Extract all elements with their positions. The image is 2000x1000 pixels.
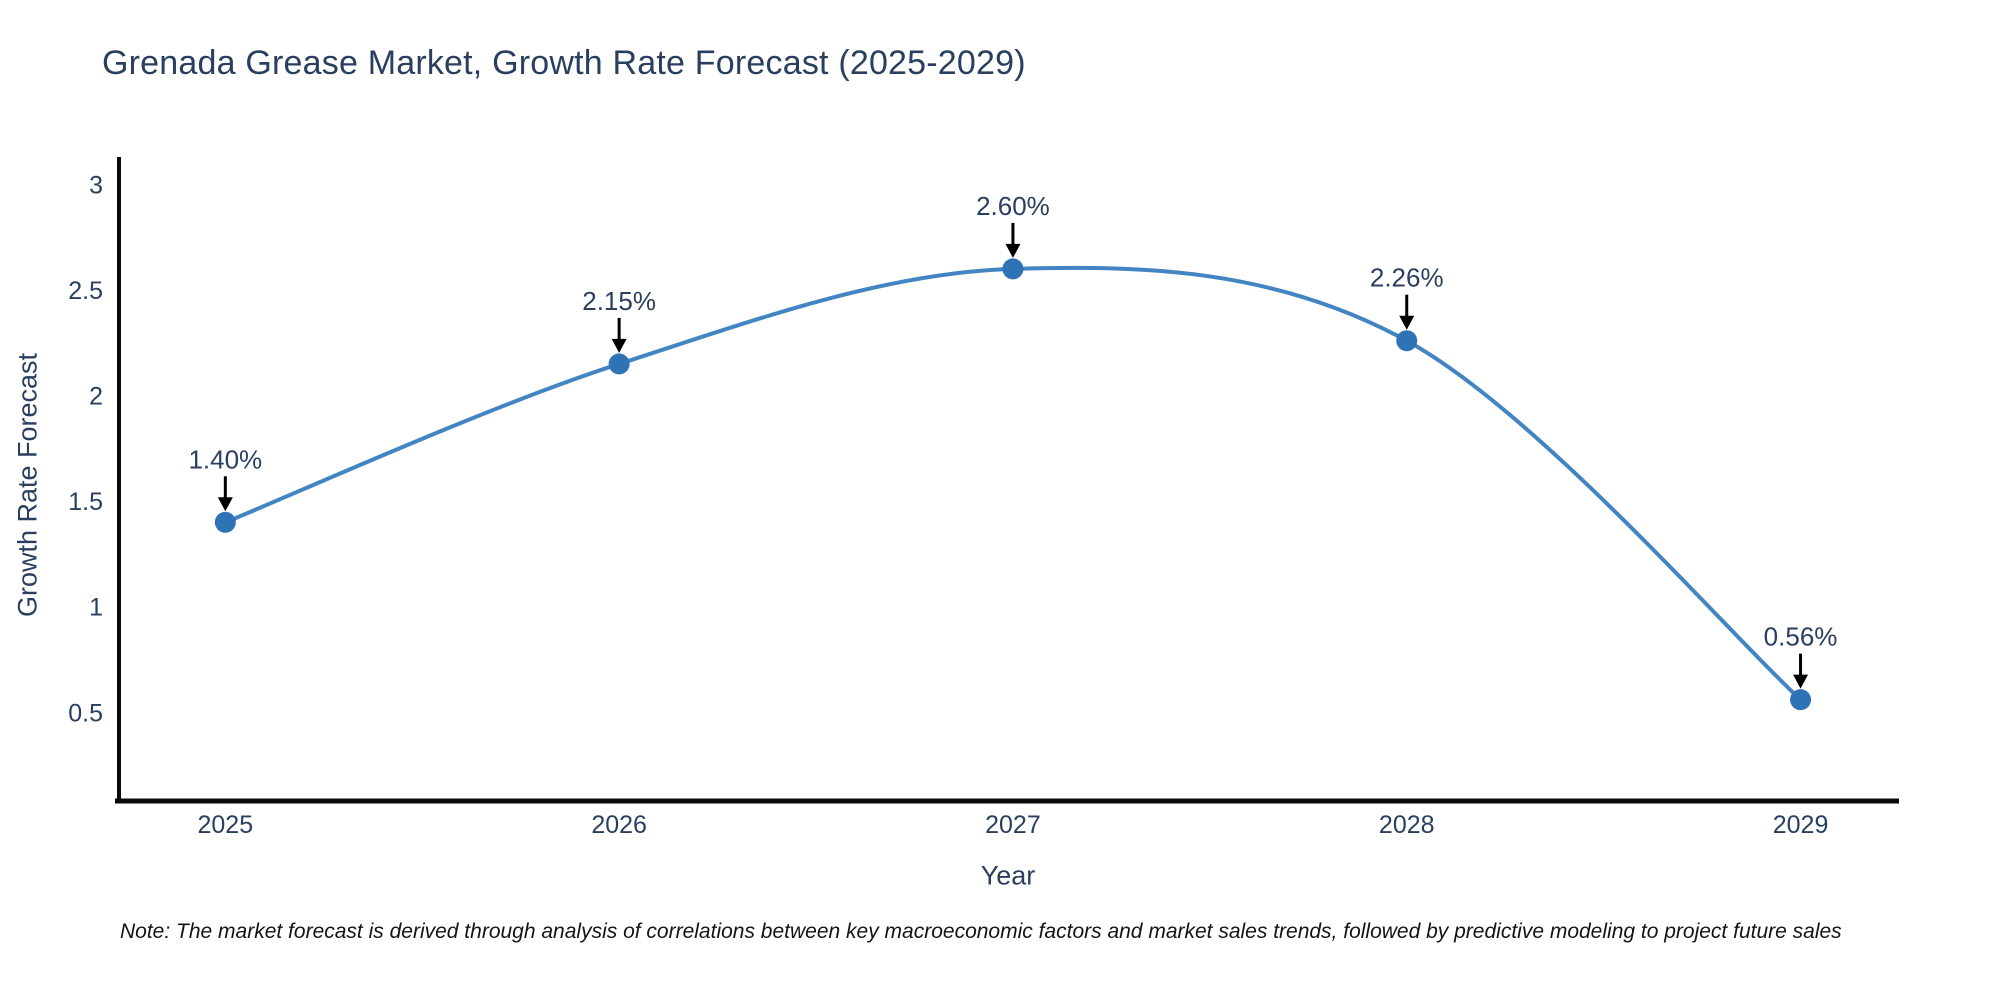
chart-title: Grenada Grease Market, Growth Rate Forec… [102, 44, 1026, 82]
point-label: 2.60% [976, 191, 1050, 221]
x-tick-label: 2027 [985, 811, 1041, 839]
x-tick-label: 2029 [1773, 811, 1829, 839]
annotation-arrowhead [611, 338, 627, 353]
data-point [608, 353, 630, 375]
annotation-arrowhead [217, 497, 233, 512]
y-tick-label: 1 [89, 594, 103, 622]
point-label: 1.40% [188, 444, 262, 474]
data-point [1790, 689, 1812, 711]
point-label: 2.15% [582, 286, 656, 316]
y-tick-label: 1.5 [68, 488, 103, 516]
data-point [1002, 258, 1024, 280]
data-point [1396, 330, 1418, 352]
y-tick-label: 0.5 [68, 699, 103, 727]
x-tick-label: 2025 [198, 811, 254, 839]
annotation-arrowhead [1005, 243, 1021, 258]
point-label: 0.56% [1764, 622, 1838, 652]
y-tick-label: 3 [89, 171, 103, 199]
trend-line [223, 265, 1803, 702]
y-tick-label: 2 [89, 383, 103, 411]
point-label: 2.26% [1370, 263, 1444, 293]
x-tick-label: 2026 [591, 811, 647, 839]
data-point [214, 511, 236, 533]
y-tick-label: 2.5 [68, 277, 103, 305]
annotation-arrowhead [1793, 674, 1809, 689]
x-axis-title: Year [980, 860, 1036, 891]
y-axis-title: Growth Rate Forecast [12, 352, 43, 618]
x-tick-label: 2028 [1379, 811, 1435, 839]
annotation-arrowhead [1399, 315, 1415, 330]
footnote: Note: The market forecast is derived thr… [120, 920, 1842, 943]
